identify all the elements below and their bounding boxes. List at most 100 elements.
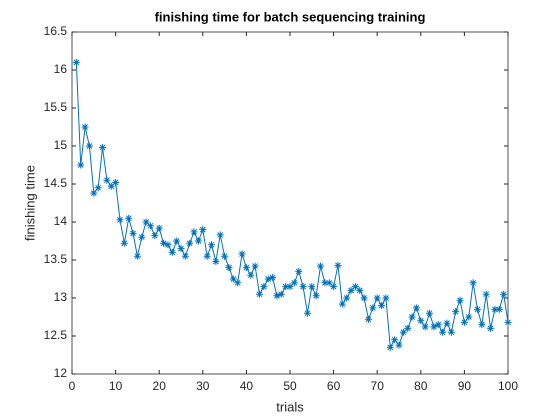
- marker: [378, 302, 386, 310]
- marker: [482, 290, 490, 298]
- marker: [412, 304, 420, 312]
- marker: [251, 262, 259, 270]
- marker: [112, 178, 120, 186]
- x-tick-label: 30: [196, 379, 210, 393]
- marker: [142, 218, 150, 226]
- marker: [452, 308, 460, 316]
- marker: [395, 341, 403, 349]
- x-axis-label: trials: [276, 399, 304, 414]
- marker: [238, 250, 246, 258]
- marker: [129, 229, 137, 237]
- x-tick-label: 100: [498, 379, 518, 393]
- marker: [116, 216, 124, 224]
- x-tick-label: 90: [458, 379, 472, 393]
- marker: [330, 283, 338, 291]
- marker: [290, 279, 298, 287]
- marker: [277, 290, 285, 298]
- marker: [99, 144, 107, 152]
- marker: [186, 239, 194, 247]
- marker: [465, 313, 473, 321]
- y-tick-label: 12.5: [44, 328, 68, 342]
- marker: [94, 184, 102, 192]
- marker: [308, 283, 316, 291]
- marker: [430, 323, 438, 331]
- marker: [334, 261, 342, 269]
- marker: [229, 275, 237, 283]
- x-tick-label: 80: [414, 379, 428, 393]
- y-tick-label: 16.5: [44, 24, 68, 38]
- marker: [469, 279, 477, 287]
- marker: [447, 328, 455, 336]
- y-tick-label: 14: [54, 214, 68, 228]
- marker: [434, 321, 442, 329]
- marker: [408, 313, 416, 321]
- marker: [216, 231, 224, 239]
- marker: [443, 319, 451, 327]
- chart-title: finishing time for batch sequencing trai…: [155, 9, 426, 24]
- marker: [208, 241, 216, 249]
- marker: [221, 252, 229, 260]
- marker: [120, 239, 128, 247]
- marker: [343, 294, 351, 302]
- x-tick-label: 40: [240, 379, 254, 393]
- marker: [85, 142, 93, 150]
- y-tick-label: 16: [54, 62, 68, 76]
- marker: [234, 279, 242, 287]
- marker: [487, 324, 495, 332]
- x-tick-label: 10: [109, 379, 123, 393]
- marker: [351, 283, 359, 291]
- marker: [151, 232, 159, 240]
- x-tick-label: 70: [371, 379, 385, 393]
- marker: [299, 283, 307, 291]
- marker: [125, 214, 133, 222]
- y-tick-label: 12: [54, 366, 68, 380]
- marker: [212, 258, 220, 266]
- marker: [369, 304, 377, 312]
- marker: [160, 239, 168, 247]
- marker: [107, 182, 115, 190]
- marker: [312, 292, 320, 300]
- marker: [495, 305, 503, 313]
- marker: [500, 290, 508, 298]
- marker: [391, 336, 399, 344]
- marker: [72, 58, 80, 66]
- y-axis-label: finishing time: [22, 165, 37, 241]
- marker: [264, 275, 272, 283]
- marker: [338, 300, 346, 308]
- marker: [164, 241, 172, 249]
- marker: [177, 245, 185, 253]
- marker: [77, 161, 85, 169]
- marker: [190, 228, 198, 236]
- marker: [360, 294, 368, 302]
- marker: [417, 317, 425, 325]
- marker: [303, 309, 311, 317]
- marker: [181, 252, 189, 260]
- y-tick-label: 13.5: [44, 252, 68, 266]
- y-tick-label: 14.5: [44, 176, 68, 190]
- marker: [404, 324, 412, 332]
- marker: [286, 283, 294, 291]
- marker: [260, 283, 268, 291]
- marker: [242, 264, 250, 272]
- marker: [155, 224, 163, 232]
- marker: [194, 237, 202, 245]
- plot-area: [71, 31, 509, 375]
- marker: [399, 328, 407, 336]
- marker: [90, 189, 98, 197]
- marker: [269, 273, 277, 281]
- marker: [456, 296, 464, 304]
- marker: [356, 286, 364, 294]
- marker: [426, 309, 434, 317]
- y-tick-label: 15: [54, 138, 68, 152]
- marker: [282, 283, 290, 291]
- marker: [225, 264, 233, 272]
- marker: [439, 328, 447, 336]
- marker: [325, 279, 333, 287]
- marker: [295, 267, 303, 275]
- marker: [103, 176, 111, 184]
- marker: [138, 233, 146, 241]
- marker: [321, 279, 329, 287]
- marker: [203, 252, 211, 260]
